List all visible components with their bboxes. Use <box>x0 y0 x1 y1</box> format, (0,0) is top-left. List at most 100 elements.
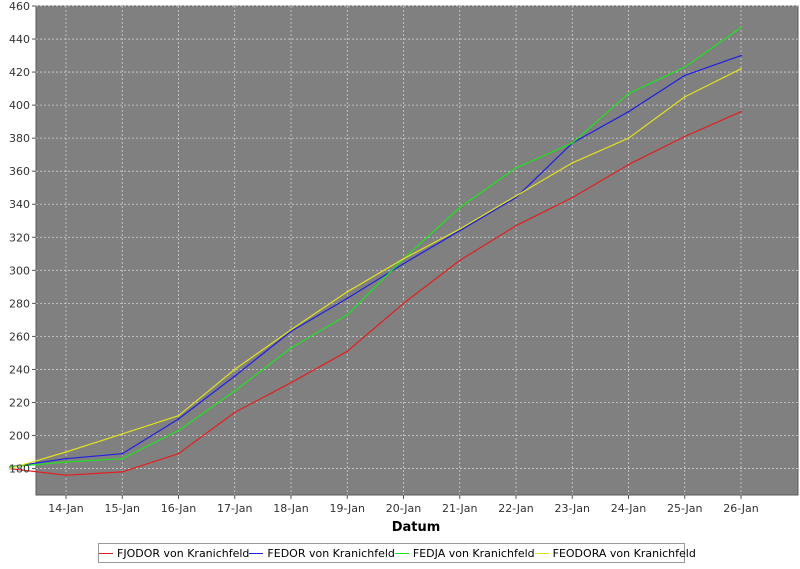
y-tick-label: 300 <box>9 264 30 277</box>
legend-swatch <box>249 552 264 554</box>
data-point <box>177 418 180 420</box>
y-axis: 180 200 220 240 260 280 300 320 340 360 380 400 420 4… <box>9 0 36 476</box>
x-tick-label: 24-Jan <box>611 502 647 515</box>
data-point <box>121 471 124 473</box>
data-point <box>740 110 742 113</box>
data-point <box>740 67 742 70</box>
y-tick-label: 420 <box>9 66 30 79</box>
series-line-1 <box>9 55 742 468</box>
data-point <box>458 229 461 232</box>
y-tick-label: 220 <box>9 396 30 409</box>
data-point <box>177 414 180 417</box>
data-point <box>571 142 574 145</box>
x-axis: 14-Jan 15-Jan 16-Jan 17-Jan 18-Jan 19-Jan 20-J… <box>48 495 759 515</box>
data-point <box>683 66 686 68</box>
y-tick-label: 460 <box>9 0 30 13</box>
y-tick-label: 440 <box>9 33 30 46</box>
data-point <box>65 461 67 463</box>
x-tick-label: 22-Jan <box>498 502 534 515</box>
x-axis-label: Datum <box>392 520 441 535</box>
series-line-2 <box>9 27 742 468</box>
legend-item: FEDOR von Kranichfeld <box>249 547 395 560</box>
data-point <box>290 347 292 349</box>
x-tick-label: 17-Jan <box>217 502 253 515</box>
data-point <box>515 167 517 169</box>
x-tick-label: 14-Jan <box>48 502 84 515</box>
data-point <box>121 452 124 455</box>
legend-swatch <box>394 552 409 554</box>
data-point <box>8 466 11 468</box>
x-tick-label: 19-Jan <box>329 502 365 515</box>
data-point <box>233 375 236 377</box>
y-tick-label: 320 <box>9 231 30 244</box>
y-tick-label: 360 <box>9 165 30 178</box>
legend-label: FJODOR von Kranichfeld <box>117 546 250 560</box>
legend-swatch <box>99 552 113 554</box>
data-point <box>177 452 180 455</box>
data-point <box>233 390 236 392</box>
x-tick-label: 23-Jan <box>554 502 590 515</box>
data-point <box>177 429 180 432</box>
data-point <box>515 224 517 227</box>
data-point <box>458 206 461 209</box>
data-point <box>121 433 124 435</box>
data-point <box>740 54 742 57</box>
data-point <box>233 368 236 371</box>
series-line-0 <box>9 111 742 476</box>
x-tick-label: 15-Jan <box>104 502 140 515</box>
y-tick-label: 380 <box>9 132 30 145</box>
data-point <box>65 474 67 477</box>
data-point <box>627 92 630 95</box>
y-tick-label: 260 <box>9 330 30 343</box>
y-tick-label: 400 <box>9 99 30 112</box>
data-point <box>515 195 517 197</box>
data-point <box>402 257 405 260</box>
series-lines <box>8 26 742 477</box>
data-point <box>346 297 349 300</box>
data-point <box>346 314 349 316</box>
data-point <box>65 451 67 453</box>
data-point <box>515 196 517 199</box>
x-tick-label: 20-Jan <box>386 502 422 515</box>
y-tick-label: 180 <box>9 463 30 476</box>
legend: FJODOR von Kranichfeld FEDOR von Kranichf… <box>98 543 696 563</box>
data-point <box>233 411 236 414</box>
x-tick-label: 16-Jan <box>161 502 197 515</box>
series-line-3 <box>9 68 742 470</box>
y-tick-label: 280 <box>9 297 30 310</box>
data-point <box>458 259 461 262</box>
data-point <box>571 196 574 199</box>
legend-swatch <box>534 552 549 554</box>
data-point <box>571 162 574 164</box>
data-point <box>8 467 11 470</box>
legend-label: FEDJA von Kranichfeld <box>412 546 535 560</box>
data-point <box>683 135 686 138</box>
legend-label: FEODORA von Kranichfeld <box>552 546 696 560</box>
y-tick-label: 200 <box>9 430 30 443</box>
data-point <box>627 163 630 166</box>
data-point <box>627 137 630 140</box>
x-tick-label: 26-Jan <box>723 502 759 515</box>
x-tick-label: 18-Jan <box>273 502 309 515</box>
data-point <box>458 228 461 230</box>
data-point <box>65 457 67 460</box>
plot-area <box>35 5 799 496</box>
x-tick-label: 21-Jan <box>442 502 478 515</box>
gridlines <box>36 5 798 495</box>
data-point <box>121 457 124 460</box>
data-point <box>290 330 292 333</box>
y-tick-label: 340 <box>9 198 30 211</box>
data-point <box>402 302 405 305</box>
x-tick-label: 25-Jan <box>667 502 703 515</box>
data-point <box>402 262 405 265</box>
data-point <box>290 381 292 384</box>
data-point <box>346 350 349 353</box>
data-point <box>346 290 349 293</box>
data-point <box>683 96 686 98</box>
data-point <box>683 74 686 77</box>
legend-item: FEDJA von Kranichfeld <box>394 546 535 560</box>
data-point <box>627 110 630 113</box>
data-point <box>290 328 292 331</box>
